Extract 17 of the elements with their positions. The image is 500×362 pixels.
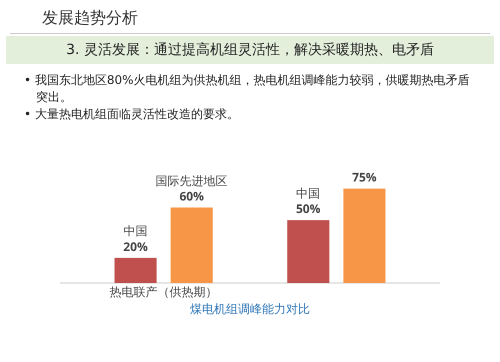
chart-subtitle: 3. 灵活发展：通过提高机组灵活性，解决采暖期热、电矛盾 xyxy=(6,36,494,64)
data-label: 20% xyxy=(123,238,148,255)
data-label: 50% xyxy=(296,200,321,218)
chart-title: 发展趋势分析 xyxy=(10,0,490,34)
bar xyxy=(170,207,213,283)
series-label: 国际先进地区 xyxy=(156,172,228,189)
x-axis-title: 煤电机组调峰能力对比 xyxy=(190,300,310,317)
bar xyxy=(343,188,386,283)
data-label: 75% xyxy=(352,168,377,186)
text: 中国 xyxy=(296,184,320,202)
data-label: 60% xyxy=(179,187,204,204)
bar xyxy=(114,258,157,283)
text: • 我国东北地区80%火电机组为供热机组，热电机组调峰能力较弱，供暖期热电矛盾突出。 xyxy=(24,72,471,106)
bar xyxy=(287,220,330,283)
series-label: 中国 xyxy=(123,222,148,240)
x-tick-label: 热电联产（供热期） xyxy=(110,283,218,300)
text: • 大量热电机组面临灵活性改造的要求。 xyxy=(24,106,240,123)
